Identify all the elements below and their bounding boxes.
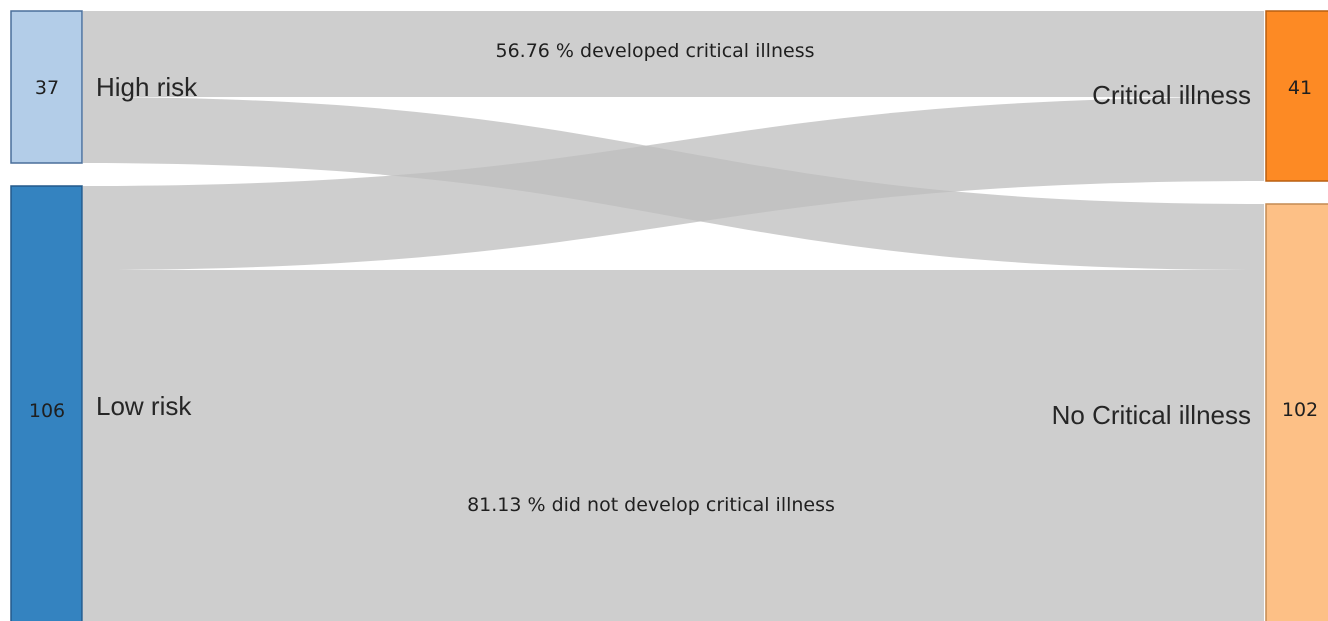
label-critical-illness: Critical illness bbox=[1092, 80, 1251, 110]
flows bbox=[83, 11, 1264, 621]
count-low-risk: 106 bbox=[29, 400, 65, 422]
count-no-critical-illness: 102 bbox=[1282, 399, 1318, 421]
flow-low-to-no-critical bbox=[83, 270, 1264, 621]
count-critical-illness: 41 bbox=[1288, 77, 1312, 99]
annotation-low-risk-outcome: 81.13 % did not develop critical illness bbox=[467, 494, 835, 516]
source-nodes bbox=[11, 11, 82, 621]
label-high-risk: High risk bbox=[96, 72, 198, 102]
count-high-risk: 37 bbox=[35, 77, 59, 99]
label-no-critical-illness: No Critical illness bbox=[1052, 400, 1251, 430]
label-low-risk: Low risk bbox=[96, 391, 192, 421]
annotation-high-risk-outcome: 56.76 % developed critical illness bbox=[495, 40, 814, 62]
target-nodes bbox=[1266, 11, 1328, 621]
